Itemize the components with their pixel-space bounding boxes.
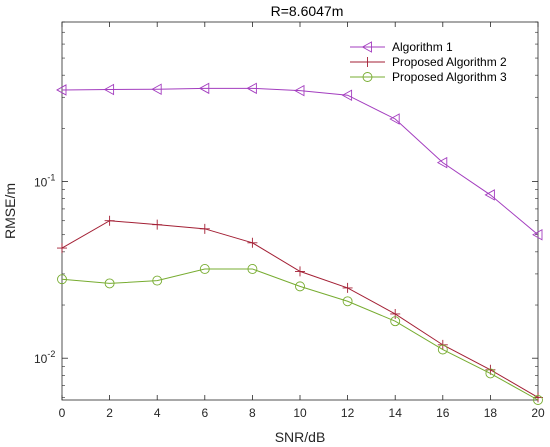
series-1-point	[56, 84, 67, 96]
series-3-point	[485, 368, 496, 379]
series-3-point	[104, 278, 115, 289]
series-1-point	[341, 89, 353, 101]
series-2-point	[247, 237, 258, 248]
series-1-point	[103, 83, 115, 96]
legend-label-3: Proposed Algorithm 3	[392, 70, 507, 84]
series-1-point	[198, 82, 210, 95]
series-3-point	[342, 296, 353, 307]
legend-marker-1	[361, 41, 372, 53]
x-tick-label: 8	[249, 406, 256, 420]
series-layer	[56, 82, 543, 405]
series-1-point	[246, 82, 257, 95]
series-2-point	[295, 266, 305, 277]
legend-label-1: Algorithm 1	[392, 40, 453, 54]
series-2-point	[152, 219, 163, 230]
legend-marker-3	[362, 72, 373, 82]
series-1-point	[484, 189, 495, 201]
series-line-1	[61, 87, 539, 236]
x-tick-label: 4	[154, 406, 161, 420]
series-1-point	[389, 113, 400, 125]
y-tick-label: 10-1	[34, 173, 55, 190]
series-2-point	[342, 282, 353, 293]
series-1-point	[151, 83, 162, 96]
x-axis-title: SNR/dB	[275, 429, 326, 445]
x-tick-label: 6	[201, 406, 208, 420]
series-3-point	[57, 274, 67, 285]
axis-ticks: 0 2 4 6 8 10 12 14 16 18 20 10-2 10-1	[34, 21, 545, 420]
series-3-point	[533, 395, 543, 405]
series-3-point	[199, 264, 210, 274]
series-line-3	[61, 268, 539, 401]
x-tick-label: 16	[436, 406, 450, 420]
legend-label-2: Proposed Algorithm 2	[392, 55, 507, 69]
series-3-point	[437, 344, 448, 355]
series-3-point	[390, 316, 401, 327]
x-tick-label: 12	[341, 406, 355, 420]
series-3-point	[295, 281, 305, 292]
series-2-point	[104, 215, 115, 226]
x-tick-label: 10	[293, 406, 307, 420]
y-tick-label: 10-2	[34, 349, 55, 366]
y-axis-title: RMSE/m	[2, 183, 18, 239]
series-2-point	[57, 243, 67, 254]
plot-area	[61, 21, 539, 401]
series-1-point	[532, 228, 543, 241]
series-3-point	[152, 275, 163, 286]
series-2-point	[199, 223, 210, 234]
series-1-point	[436, 156, 448, 169]
series-1-point	[294, 84, 305, 97]
legend-marker-2	[362, 57, 373, 67]
series-2-point	[533, 392, 543, 403]
x-tick-label: 14	[389, 406, 403, 420]
series-3-point	[247, 264, 258, 274]
series-2-point	[390, 308, 401, 319]
x-tick-label: 2	[106, 406, 113, 420]
x-tick-label: 0	[59, 406, 66, 420]
chart-title: R=8.6047m	[271, 3, 344, 19]
x-tick-label: 20	[531, 406, 545, 420]
x-tick-label: 18	[484, 406, 498, 420]
